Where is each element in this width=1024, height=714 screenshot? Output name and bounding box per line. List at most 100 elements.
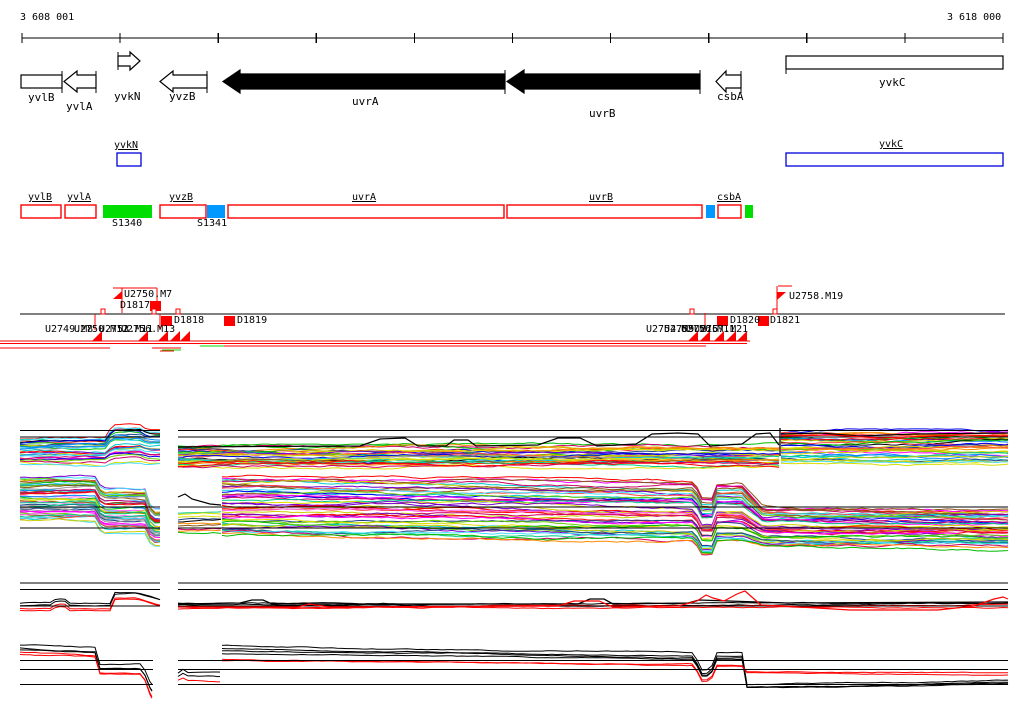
probe-label-U2756.M13[interactable]: U2756.M13	[121, 324, 176, 335]
gene-label-yvlB: yvlB	[28, 91, 55, 104]
profile-line-panel2-right-main	[221, 507, 1009, 533]
profile-line-panel1-right-pre	[177, 443, 780, 450]
segment-blue-box[interactable]	[207, 205, 225, 218]
ruler-end-position: 3 618 000	[947, 12, 1002, 23]
gene-yvlA[interactable]	[63, 69, 97, 94]
profile-line-panel2-right-low	[177, 531, 222, 535]
probe-anchor[interactable]	[100, 308, 106, 315]
red-track-label-yvlB[interactable]: yvlB	[28, 192, 53, 203]
probe-label-U2758.M19[interactable]: U2758.M19	[789, 291, 844, 302]
profile-line-panel2-left	[19, 489, 161, 520]
probe-label-D1819[interactable]: D1819	[237, 315, 268, 326]
segment-label-S1340[interactable]: S1340	[112, 218, 143, 229]
profile-line-panel2-right-main	[221, 491, 1009, 521]
profile-line-panel1-right-pre	[177, 461, 780, 469]
annotation-box[interactable]	[159, 204, 207, 219]
profile-line-panel1-right-pre	[177, 452, 780, 459]
probe-flag-up[interactable]	[777, 292, 786, 300]
probe-label-D1818[interactable]: D1818	[174, 315, 205, 326]
profile-line-panel2-right-main	[221, 479, 1009, 516]
gene-yvlB[interactable]	[20, 74, 63, 89]
annotation-box[interactable]	[227, 204, 505, 219]
probe-label-U2750.M7[interactable]: U2750.M7	[124, 289, 173, 300]
profile-line-panel1-left	[19, 456, 161, 464]
gene-csbA[interactable]	[715, 69, 742, 94]
profile-line-panel4-left	[19, 654, 153, 699]
probe-marker-box[interactable]	[224, 316, 235, 326]
profile-line-panel2-right-main	[221, 522, 1009, 548]
probe-flag-down[interactable]	[737, 331, 747, 341]
probe-anchor[interactable]	[175, 308, 181, 315]
probe-label-U2749.M8[interactable]: U2749.M8	[45, 324, 94, 335]
profile-line-panel1-right-post	[780, 447, 1009, 453]
probe-flag-down[interactable]	[92, 331, 102, 341]
gene-uvrB[interactable]	[505, 68, 701, 95]
gene-label-uvrA: uvrA	[352, 95, 379, 108]
profile-line-panel1-right-post	[780, 445, 1009, 451]
annotation-box[interactable]	[20, 204, 62, 219]
segment-green-box[interactable]	[745, 205, 753, 218]
profile-line-panel3-left	[19, 597, 161, 610]
gene-label-yvlA: yvlA	[66, 100, 93, 113]
profile-line-panel1-right-post	[780, 460, 1009, 464]
probe-label-U2755.M16[interactable]: U2755.M16	[664, 324, 719, 335]
profile-line-panel1-right-pre	[177, 448, 780, 455]
profile-line-panel2-right-low	[177, 515, 222, 518]
probe-label-U2750.M12[interactable]: U2750.M12	[74, 324, 129, 335]
probe-marker-box[interactable]	[717, 316, 728, 326]
blue-unit-yvkC[interactable]	[785, 152, 1004, 167]
gene-uvrA[interactable]	[221, 68, 506, 95]
probe-marker-box[interactable]	[150, 301, 161, 311]
profile-line-panel2-left	[19, 507, 161, 537]
profile-line-panel4-right-black	[221, 648, 1009, 688]
probe-marker-box[interactable]	[161, 316, 172, 326]
profile-line-panel1-right-post	[780, 455, 1009, 461]
profile-line-panel2-right-main	[221, 512, 1009, 536]
red-track-label-yvzB[interactable]: yvzB	[169, 192, 194, 203]
probe-flag-down[interactable]	[158, 331, 168, 341]
red-track-label-csbA[interactable]: csbA	[717, 192, 742, 203]
gene-yvkN[interactable]	[117, 50, 141, 72]
annotation-box[interactable]	[717, 204, 742, 219]
segment-green-box[interactable]	[103, 205, 152, 218]
profile-line-panel2-right-low	[177, 529, 222, 532]
profile-line-panel1-right-post	[780, 437, 1009, 441]
blue-unit-yvkN[interactable]	[116, 152, 142, 167]
probe-label-U2757.M21[interactable]: U2757.M21	[694, 324, 749, 335]
profile-line-panel1-right-post	[780, 462, 1009, 467]
profile-line-panel2-right-low	[177, 518, 222, 523]
annotation-box[interactable]	[506, 204, 703, 219]
probe-flag-down[interactable]	[170, 331, 180, 341]
red-track-label-uvrA[interactable]: uvrA	[352, 192, 377, 203]
red-track-label-uvrB[interactable]: uvrB	[589, 192, 614, 203]
red-track-label-yvlA[interactable]: yvlA	[67, 192, 92, 203]
probe-anchor[interactable]	[689, 308, 695, 315]
blue-unit-label-yvkC[interactable]: yvkC	[879, 139, 904, 150]
annotation-box[interactable]	[64, 204, 97, 219]
probe-flag-up[interactable]	[113, 291, 122, 299]
probe-flag-down[interactable]	[714, 331, 724, 341]
profile-line-panel3-left	[19, 598, 161, 612]
probe-marker-box[interactable]	[758, 316, 769, 326]
probe-anchor[interactable]	[151, 308, 157, 315]
probe-label-D1820[interactable]: D1820	[730, 315, 761, 326]
gene-yvzB[interactable]	[159, 69, 208, 94]
probe-anchor[interactable]	[772, 308, 778, 315]
probe-flag-down[interactable]	[138, 331, 148, 341]
segment-label-S1341[interactable]: S1341	[197, 218, 228, 229]
probe-flag-down[interactable]	[700, 331, 710, 341]
profile-line-panel2-left	[19, 513, 161, 542]
probe-label-U2753.M11[interactable]: U2753.M11	[99, 324, 154, 335]
probe-label-D1817[interactable]: D1817	[120, 300, 151, 311]
blue-unit-label-yvkN[interactable]: yvkN	[114, 140, 139, 151]
probe-flag-down[interactable]	[726, 331, 736, 341]
probe-flag-down[interactable]	[688, 331, 698, 341]
gene-yvkC[interactable]	[785, 55, 1004, 70]
probe-label-U2756.M11[interactable]: U2756.M11	[681, 324, 736, 335]
probe-label-U2754.M9[interactable]: U2754.M9	[646, 324, 695, 335]
profile-line-panel2-left	[19, 494, 161, 528]
probe-flag-down[interactable]	[180, 331, 190, 341]
segment-blue-box[interactable]	[706, 205, 715, 218]
probe-label-D1821[interactable]: D1821	[770, 315, 801, 326]
